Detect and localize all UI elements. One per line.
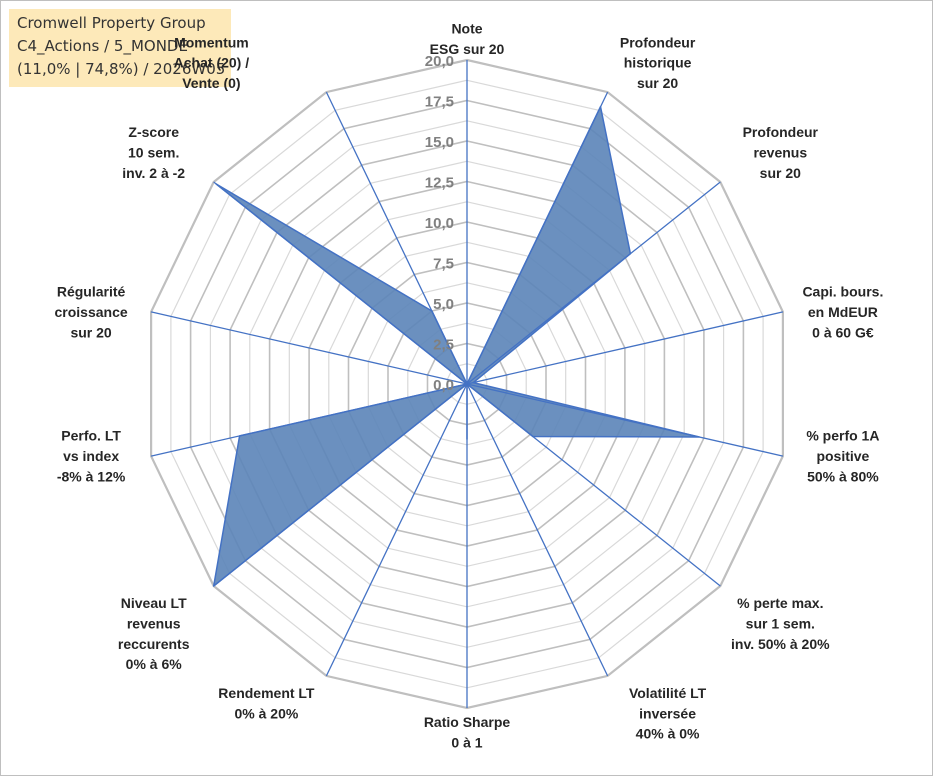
axis-label-10-line-1: vs index bbox=[63, 448, 119, 464]
axis-label-13-line-2: Vente (0) bbox=[182, 75, 240, 91]
axis-label-10: Perfo. LT vs index -8% à 12% bbox=[57, 428, 126, 485]
spoke-9 bbox=[213, 383, 468, 587]
axis-label-0-line-1: ESG sur 20 bbox=[430, 41, 505, 57]
axis-label-5-line-2: inv. 50% à 20% bbox=[731, 636, 830, 652]
tick-label-4: 10,0 bbox=[425, 215, 454, 232]
spoke-4 bbox=[466, 383, 784, 457]
axis-label-7-line-1: 0 à 1 bbox=[451, 734, 482, 750]
axis-label-12-line-2: inv. 2 à -2 bbox=[122, 165, 185, 181]
axis-label-9-line-3: 0% à 6% bbox=[126, 656, 183, 672]
axis-label-3-line-1: en MdEUR bbox=[808, 304, 878, 320]
axis-label-12-line-0: Z-score bbox=[128, 124, 179, 140]
axis-label-4-line-2: 50% à 80% bbox=[807, 469, 879, 485]
axis-label-0-line-0: Note bbox=[451, 21, 482, 37]
axis-label-1-line-2: sur 20 bbox=[637, 75, 678, 91]
axis-label-6-line-1: inversée bbox=[639, 705, 696, 721]
axis-label-3-line-2: 0 à 60 G€ bbox=[812, 324, 874, 340]
axis-label-10-line-2: -8% à 12% bbox=[57, 469, 126, 485]
axis-label-8-line-0: Rendement LT bbox=[218, 685, 315, 701]
axis-label-5-line-1: sur 1 sem. bbox=[746, 615, 815, 631]
axis-label-9: Niveau LT revenus reccurents 0% à 6% bbox=[118, 595, 190, 672]
axis-label-3: Capi. bours. en MdEUR 0 à 60 G€ bbox=[802, 284, 883, 341]
axis-label-9-line-2: reccurents bbox=[118, 636, 190, 652]
axis-label-4-line-1: positive bbox=[816, 448, 869, 464]
spoke-12 bbox=[213, 181, 468, 385]
axis-label-6: Volatilité LT inversée 40% à 0% bbox=[629, 685, 707, 742]
tick-label-1: 2,5 bbox=[433, 337, 454, 354]
tick-label-3: 7,5 bbox=[433, 256, 454, 273]
tick-label-0: 0,0 bbox=[433, 377, 454, 394]
axis-label-11-line-0: Régularité bbox=[57, 284, 126, 300]
axis-label-2: Profondeur revenus sur 20 bbox=[743, 124, 819, 181]
axis-label-11-line-2: sur 20 bbox=[70, 324, 111, 340]
axis-label-13-line-1: Achat (20) / bbox=[174, 55, 250, 71]
axis-label-2-line-2: sur 20 bbox=[760, 165, 801, 181]
tick-label-2: 5,0 bbox=[433, 296, 454, 313]
axis-label-2-line-1: revenus bbox=[753, 145, 807, 161]
axis-label-4-line-0: % perfo 1A bbox=[806, 428, 879, 444]
axis-label-5: % perte max. sur 1 sem. inv. 50% à 20% bbox=[731, 595, 830, 652]
axis-label-6-line-2: 40% à 0% bbox=[636, 726, 700, 742]
axis-label-5-line-0: % perte max. bbox=[737, 595, 823, 611]
axis-label-0: Note ESG sur 20 bbox=[430, 21, 505, 57]
axis-label-9-line-1: revenus bbox=[127, 615, 181, 631]
axis-label-1-line-1: historique bbox=[624, 55, 692, 71]
axis-label-1-line-0: Profondeur bbox=[620, 34, 696, 50]
spoke-10 bbox=[150, 383, 468, 457]
company-name: Cromwell Property Group bbox=[17, 14, 206, 32]
axis-label-8-line-1: 0% à 20% bbox=[234, 705, 298, 721]
spoke-6 bbox=[466, 383, 609, 677]
axis-label-2-line-0: Profondeur bbox=[743, 124, 819, 140]
axis-label-4: % perfo 1A positive 50% à 80% bbox=[806, 428, 879, 485]
spoke-5 bbox=[466, 383, 721, 587]
spoke-8 bbox=[325, 383, 468, 677]
tick-label-5: 12,5 bbox=[425, 175, 454, 192]
axis-label-7-line-0: Ratio Sharpe bbox=[424, 714, 511, 730]
spoke-1 bbox=[466, 91, 609, 385]
spoke-11 bbox=[150, 311, 468, 385]
axis-label-13-line-0: Momentum bbox=[174, 34, 249, 50]
tick-label-7: 17,5 bbox=[425, 94, 454, 111]
info-box: Cromwell Property Group C4_Actions / 5_M… bbox=[9, 9, 231, 87]
axis-label-12: Z-score 10 sem. inv. 2 à -2 bbox=[122, 124, 185, 181]
axis-label-3-line-0: Capi. bours. bbox=[802, 284, 883, 300]
spoke-3 bbox=[466, 311, 784, 385]
spoke-2 bbox=[466, 181, 721, 385]
spoke-13 bbox=[325, 91, 468, 385]
axis-label-11: Régularité croissance sur 20 bbox=[55, 284, 128, 341]
axis-label-11-line-1: croissance bbox=[55, 304, 128, 320]
axis-label-6-line-0: Volatilité LT bbox=[629, 685, 707, 701]
axis-label-1: Profondeur historique sur 20 bbox=[620, 34, 696, 91]
tick-label-6: 15,0 bbox=[425, 134, 454, 151]
axis-label-10-line-0: Perfo. LT bbox=[61, 428, 121, 444]
axis-label-9-line-0: Niveau LT bbox=[121, 595, 187, 611]
axis-label-7: Ratio Sharpe 0 à 1 bbox=[424, 714, 511, 750]
axis-label-13: Momentum Achat (20) / Vente (0) bbox=[174, 34, 250, 91]
axis-label-12-line-1: 10 sem. bbox=[128, 145, 179, 161]
axis-label-8: Rendement LT 0% à 20% bbox=[218, 685, 315, 721]
score-and-week: (11,0% | 74,8%) / 2026W05 bbox=[17, 60, 226, 78]
portfolio-category: C4_Actions / 5_MONDE bbox=[17, 37, 188, 55]
tick-label-8: 20,0 bbox=[425, 53, 454, 70]
